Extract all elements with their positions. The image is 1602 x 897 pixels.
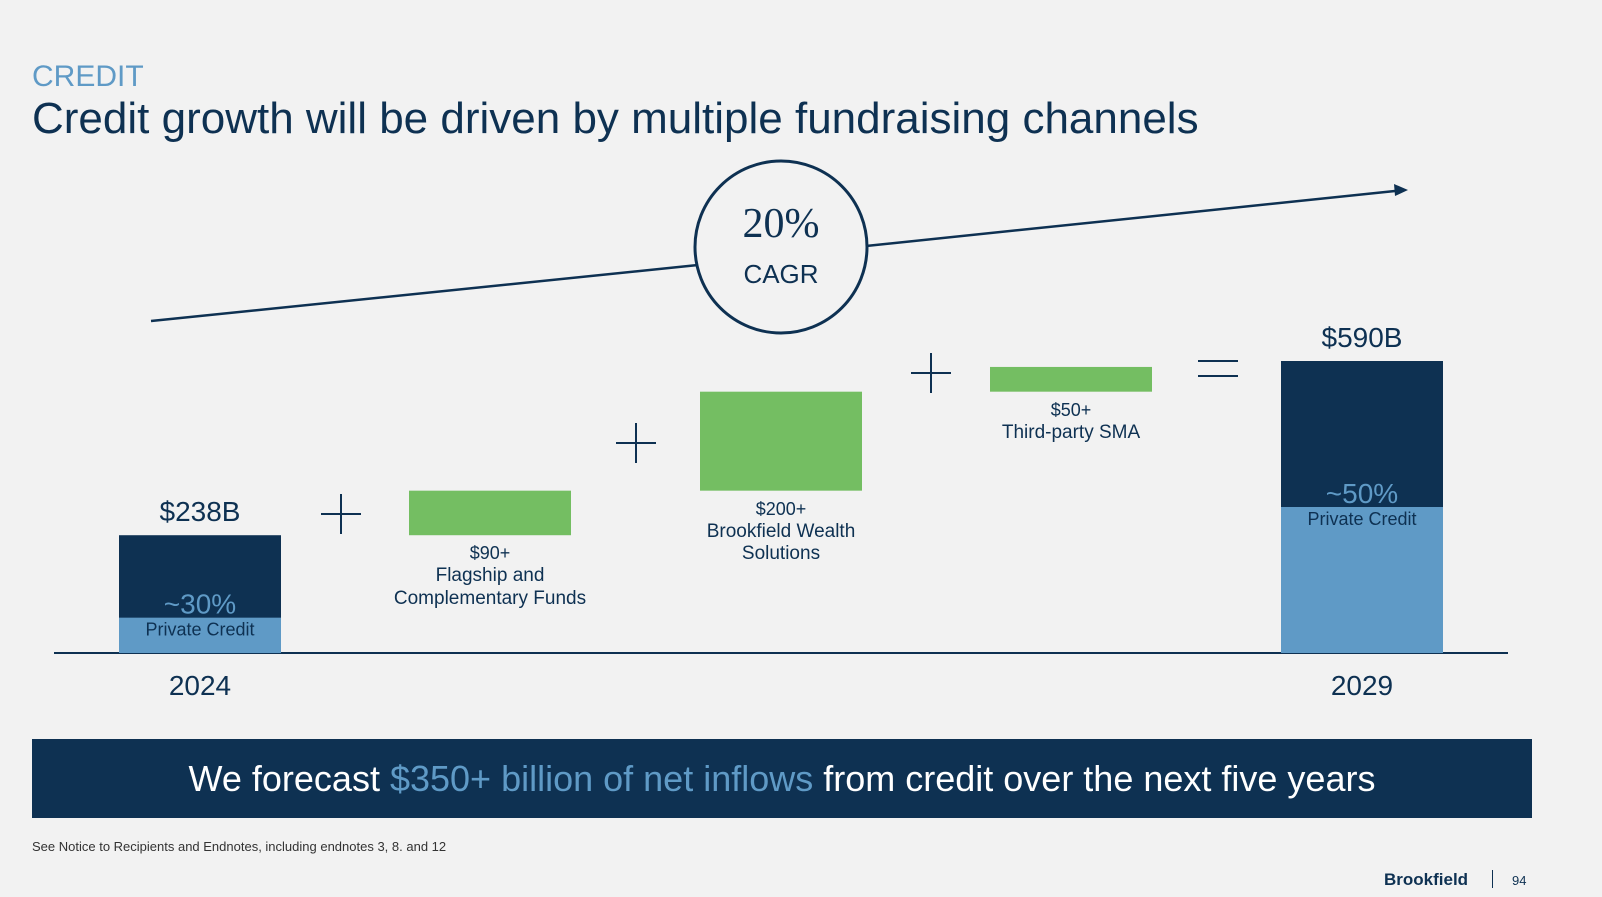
increment-bar [700, 391, 862, 491]
share-label: ~30% [164, 589, 236, 620]
year-label: 2029 [1331, 670, 1393, 701]
value-label: $590B [1322, 322, 1403, 353]
value-label: $200+ [755, 498, 807, 519]
category-label: Flagship and Complementary Funds [393, 565, 587, 609]
value-label: $50+ [1050, 399, 1092, 420]
banner-text: We forecast [188, 758, 390, 799]
banner-text: from credit over the next five years [813, 758, 1376, 799]
share-bar [119, 617, 281, 653]
share-name: Private Credit [1307, 509, 1416, 529]
cagr-circle [693, 159, 869, 335]
share-name: Private Credit [145, 620, 254, 640]
category-label: Third-party SMA [1001, 421, 1141, 443]
cagr-text: CAGR [743, 259, 818, 289]
operators [321, 353, 1238, 534]
arrow-head [1394, 184, 1408, 196]
logo: Brookfield [1384, 870, 1469, 889]
section-label: CREDIT [32, 60, 144, 93]
share-label: ~50% [1326, 478, 1398, 509]
increment-bar [990, 366, 1152, 392]
category-label: Brookfield Wealth Solutions [706, 520, 856, 565]
increment-bar [409, 490, 571, 536]
trend-line [150, 263, 699, 323]
year-label: 2024 [169, 670, 231, 701]
value-label: $238B [160, 496, 241, 527]
cagr-value: 20% [743, 201, 820, 247]
banner: We forecast $350+ billion of net inflows… [32, 739, 1532, 818]
footnote: See Notice to Recipients and Endnotes, i… [32, 839, 447, 854]
value-label: $90+ [469, 543, 511, 564]
banner-highlight: $350+ billion of net inflows [389, 758, 814, 799]
separator [1492, 870, 1493, 888]
trend-line [865, 189, 1396, 248]
share-bar [1281, 507, 1443, 653]
title: Credit growth will be driven by multiple… [32, 94, 1199, 143]
page-number: 94 [1512, 873, 1527, 888]
